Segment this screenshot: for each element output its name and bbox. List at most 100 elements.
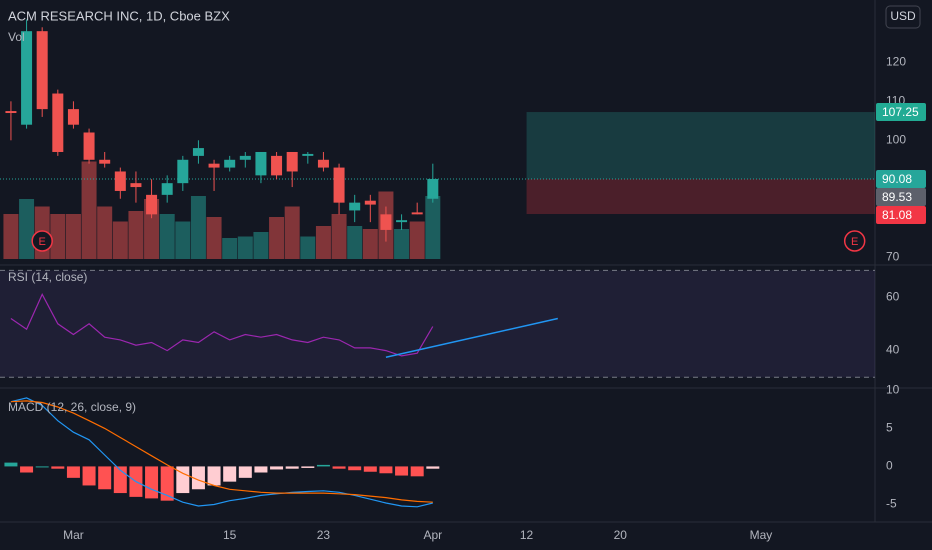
plot: 70100110120130EE107.2590.0889.5381.08406… xyxy=(0,16,926,542)
candle-body xyxy=(427,178,439,199)
macd-histogram-bar xyxy=(145,466,159,499)
volume-bar xyxy=(175,221,191,259)
macd-histogram-bar xyxy=(426,466,440,469)
macd-line xyxy=(10,400,433,503)
volume-bar xyxy=(362,229,378,259)
volume-bar xyxy=(128,211,144,259)
macd-histogram-bar xyxy=(270,466,284,470)
x-tick-label: Mar xyxy=(63,528,84,542)
macd-histogram-bar xyxy=(82,466,96,486)
macd-histogram-bar xyxy=(51,466,65,469)
candle-body xyxy=(239,155,251,160)
y-tick-label: 100 xyxy=(886,132,906,146)
y-tick-label: 40 xyxy=(886,343,900,357)
y-tick-label: -5 xyxy=(886,497,897,511)
candle-body xyxy=(161,183,173,195)
y-tick-label: 70 xyxy=(886,249,900,263)
price-label-box xyxy=(876,103,926,122)
trend-line xyxy=(385,317,558,358)
earnings-marker xyxy=(31,230,53,252)
candle-body xyxy=(130,183,142,188)
macd-histogram-bar xyxy=(98,466,112,490)
currency-box[interactable] xyxy=(885,5,921,29)
macd-histogram-bar xyxy=(410,466,424,477)
chart-title: ACM RESEARCH INC, 1D, Cboe BZX xyxy=(8,8,230,23)
position-target-zone xyxy=(526,112,875,179)
volume-bar xyxy=(65,214,81,259)
candle-body xyxy=(271,155,283,176)
candle-body xyxy=(52,93,64,152)
x-tick-label: 23 xyxy=(317,528,331,542)
volume-bar xyxy=(284,206,300,259)
candle-body xyxy=(67,109,79,125)
earnings-label: E xyxy=(851,236,858,248)
x-tick-label: 12 xyxy=(520,528,534,542)
macd-histogram-bar xyxy=(395,466,409,476)
volume-bar xyxy=(81,161,97,259)
x-tick-label: 15 xyxy=(223,528,237,542)
position-stop-zone xyxy=(526,178,875,215)
currency[interactable]: USD xyxy=(890,9,916,23)
volume-bar xyxy=(315,226,331,259)
macd-histogram-bar xyxy=(238,466,252,478)
candle-body xyxy=(208,163,220,168)
candle-body xyxy=(224,159,236,168)
volume-bar xyxy=(19,199,35,259)
y-tick-label: 5 xyxy=(886,421,893,435)
volume-bar xyxy=(222,238,238,259)
x-tick-label: 20 xyxy=(614,528,628,542)
volume-bar xyxy=(3,214,19,259)
macd-histogram-bar xyxy=(332,466,346,469)
macd-histogram-bar xyxy=(20,466,34,473)
y-tick-label: 0 xyxy=(886,459,893,473)
macd-histogram-bar xyxy=(223,466,237,482)
volume-bar xyxy=(253,232,269,259)
candle-body xyxy=(364,200,376,205)
candle-body xyxy=(380,214,392,230)
macd-histogram-bar xyxy=(176,466,190,494)
volume-bar xyxy=(112,221,128,259)
candle-body xyxy=(36,31,48,110)
price-label-box xyxy=(876,205,926,224)
price-label-box xyxy=(876,169,926,188)
price-label: 90.08 xyxy=(882,172,912,186)
candle-body xyxy=(411,212,423,215)
candle-body xyxy=(83,132,95,160)
volume-bar xyxy=(97,206,113,259)
earnings-marker xyxy=(843,230,866,252)
rsi-line xyxy=(10,293,434,357)
candle-body xyxy=(99,159,111,164)
y-tick-label: 60 xyxy=(886,289,900,303)
macd-histogram-bar xyxy=(191,466,205,490)
volume-bar xyxy=(394,229,410,259)
volume-bar xyxy=(206,217,222,259)
y-tick-label: 120 xyxy=(886,55,906,69)
rsi-band xyxy=(0,270,875,378)
macd-line xyxy=(10,397,433,508)
macd-histogram-bar xyxy=(363,466,377,472)
volume-bar xyxy=(425,196,441,259)
x-tick-label: May xyxy=(750,528,773,542)
candle-body xyxy=(114,171,126,191)
volume-bar xyxy=(269,217,285,259)
macd-histogram-bar xyxy=(66,466,80,478)
volume-label: Vol xyxy=(8,30,25,44)
macd-title: MACD (12, 26, close, 9) xyxy=(8,400,136,414)
macd-histogram-bar xyxy=(316,464,330,467)
macd-histogram-bar xyxy=(301,466,315,468)
price-label: 107.25 xyxy=(882,105,919,119)
candle-body xyxy=(21,31,33,125)
candle-body xyxy=(333,167,345,203)
volume-bar xyxy=(409,221,425,259)
rsi-title: RSI (14, close) xyxy=(8,270,87,284)
price-label-box xyxy=(876,187,926,206)
volume-bar xyxy=(300,236,316,259)
macd-histogram-bar xyxy=(207,466,221,486)
candle-body xyxy=(317,159,329,168)
macd-histogram-bar xyxy=(4,462,18,467)
candle-body xyxy=(146,194,158,215)
y-tick-label: 10 xyxy=(886,382,900,396)
volume-bar xyxy=(331,214,347,259)
macd-histogram-bar xyxy=(348,466,362,471)
